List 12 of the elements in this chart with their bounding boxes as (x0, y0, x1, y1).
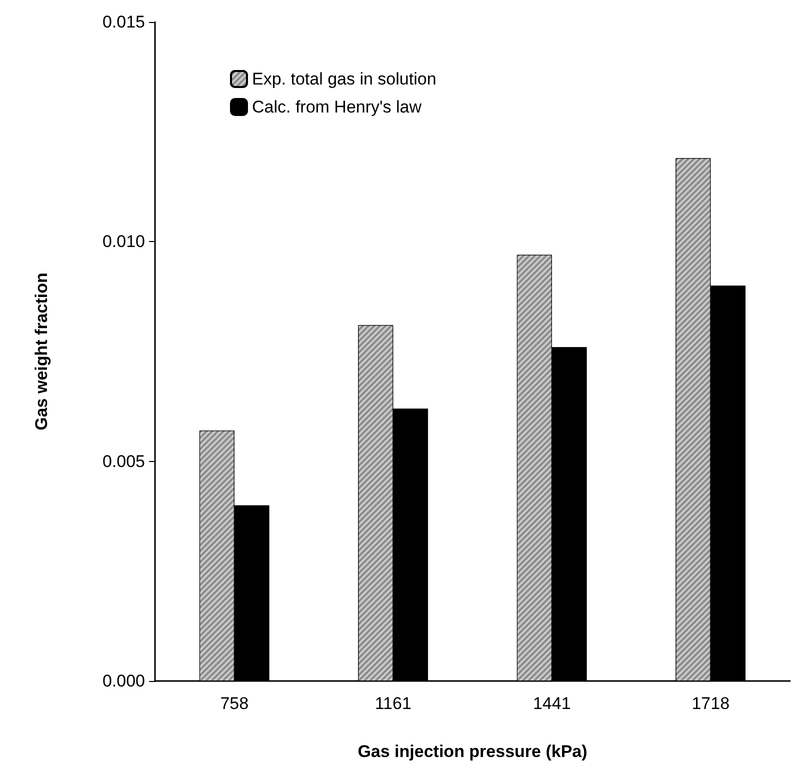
y-axis-title: Gas weight fraction (32, 272, 51, 430)
legend-label: Calc. from Henry's law (252, 98, 422, 116)
y-tick-label: 0.005 (102, 452, 145, 471)
x-tick-label: 1161 (374, 694, 412, 713)
legend-label: Exp. total gas in solution (252, 70, 436, 88)
y-tick-label: 0.000 (102, 672, 145, 690)
x-tick-label: 1441 (532, 694, 571, 713)
x-axis-title: Gas injection pressure (kPa) (358, 742, 588, 761)
y-tick-label: 0.010 (102, 232, 145, 252)
y-tick-label: 0.015 (102, 12, 145, 32)
x-tick-label: 758 (220, 694, 249, 713)
x-tick-label: 1718 (692, 694, 730, 713)
